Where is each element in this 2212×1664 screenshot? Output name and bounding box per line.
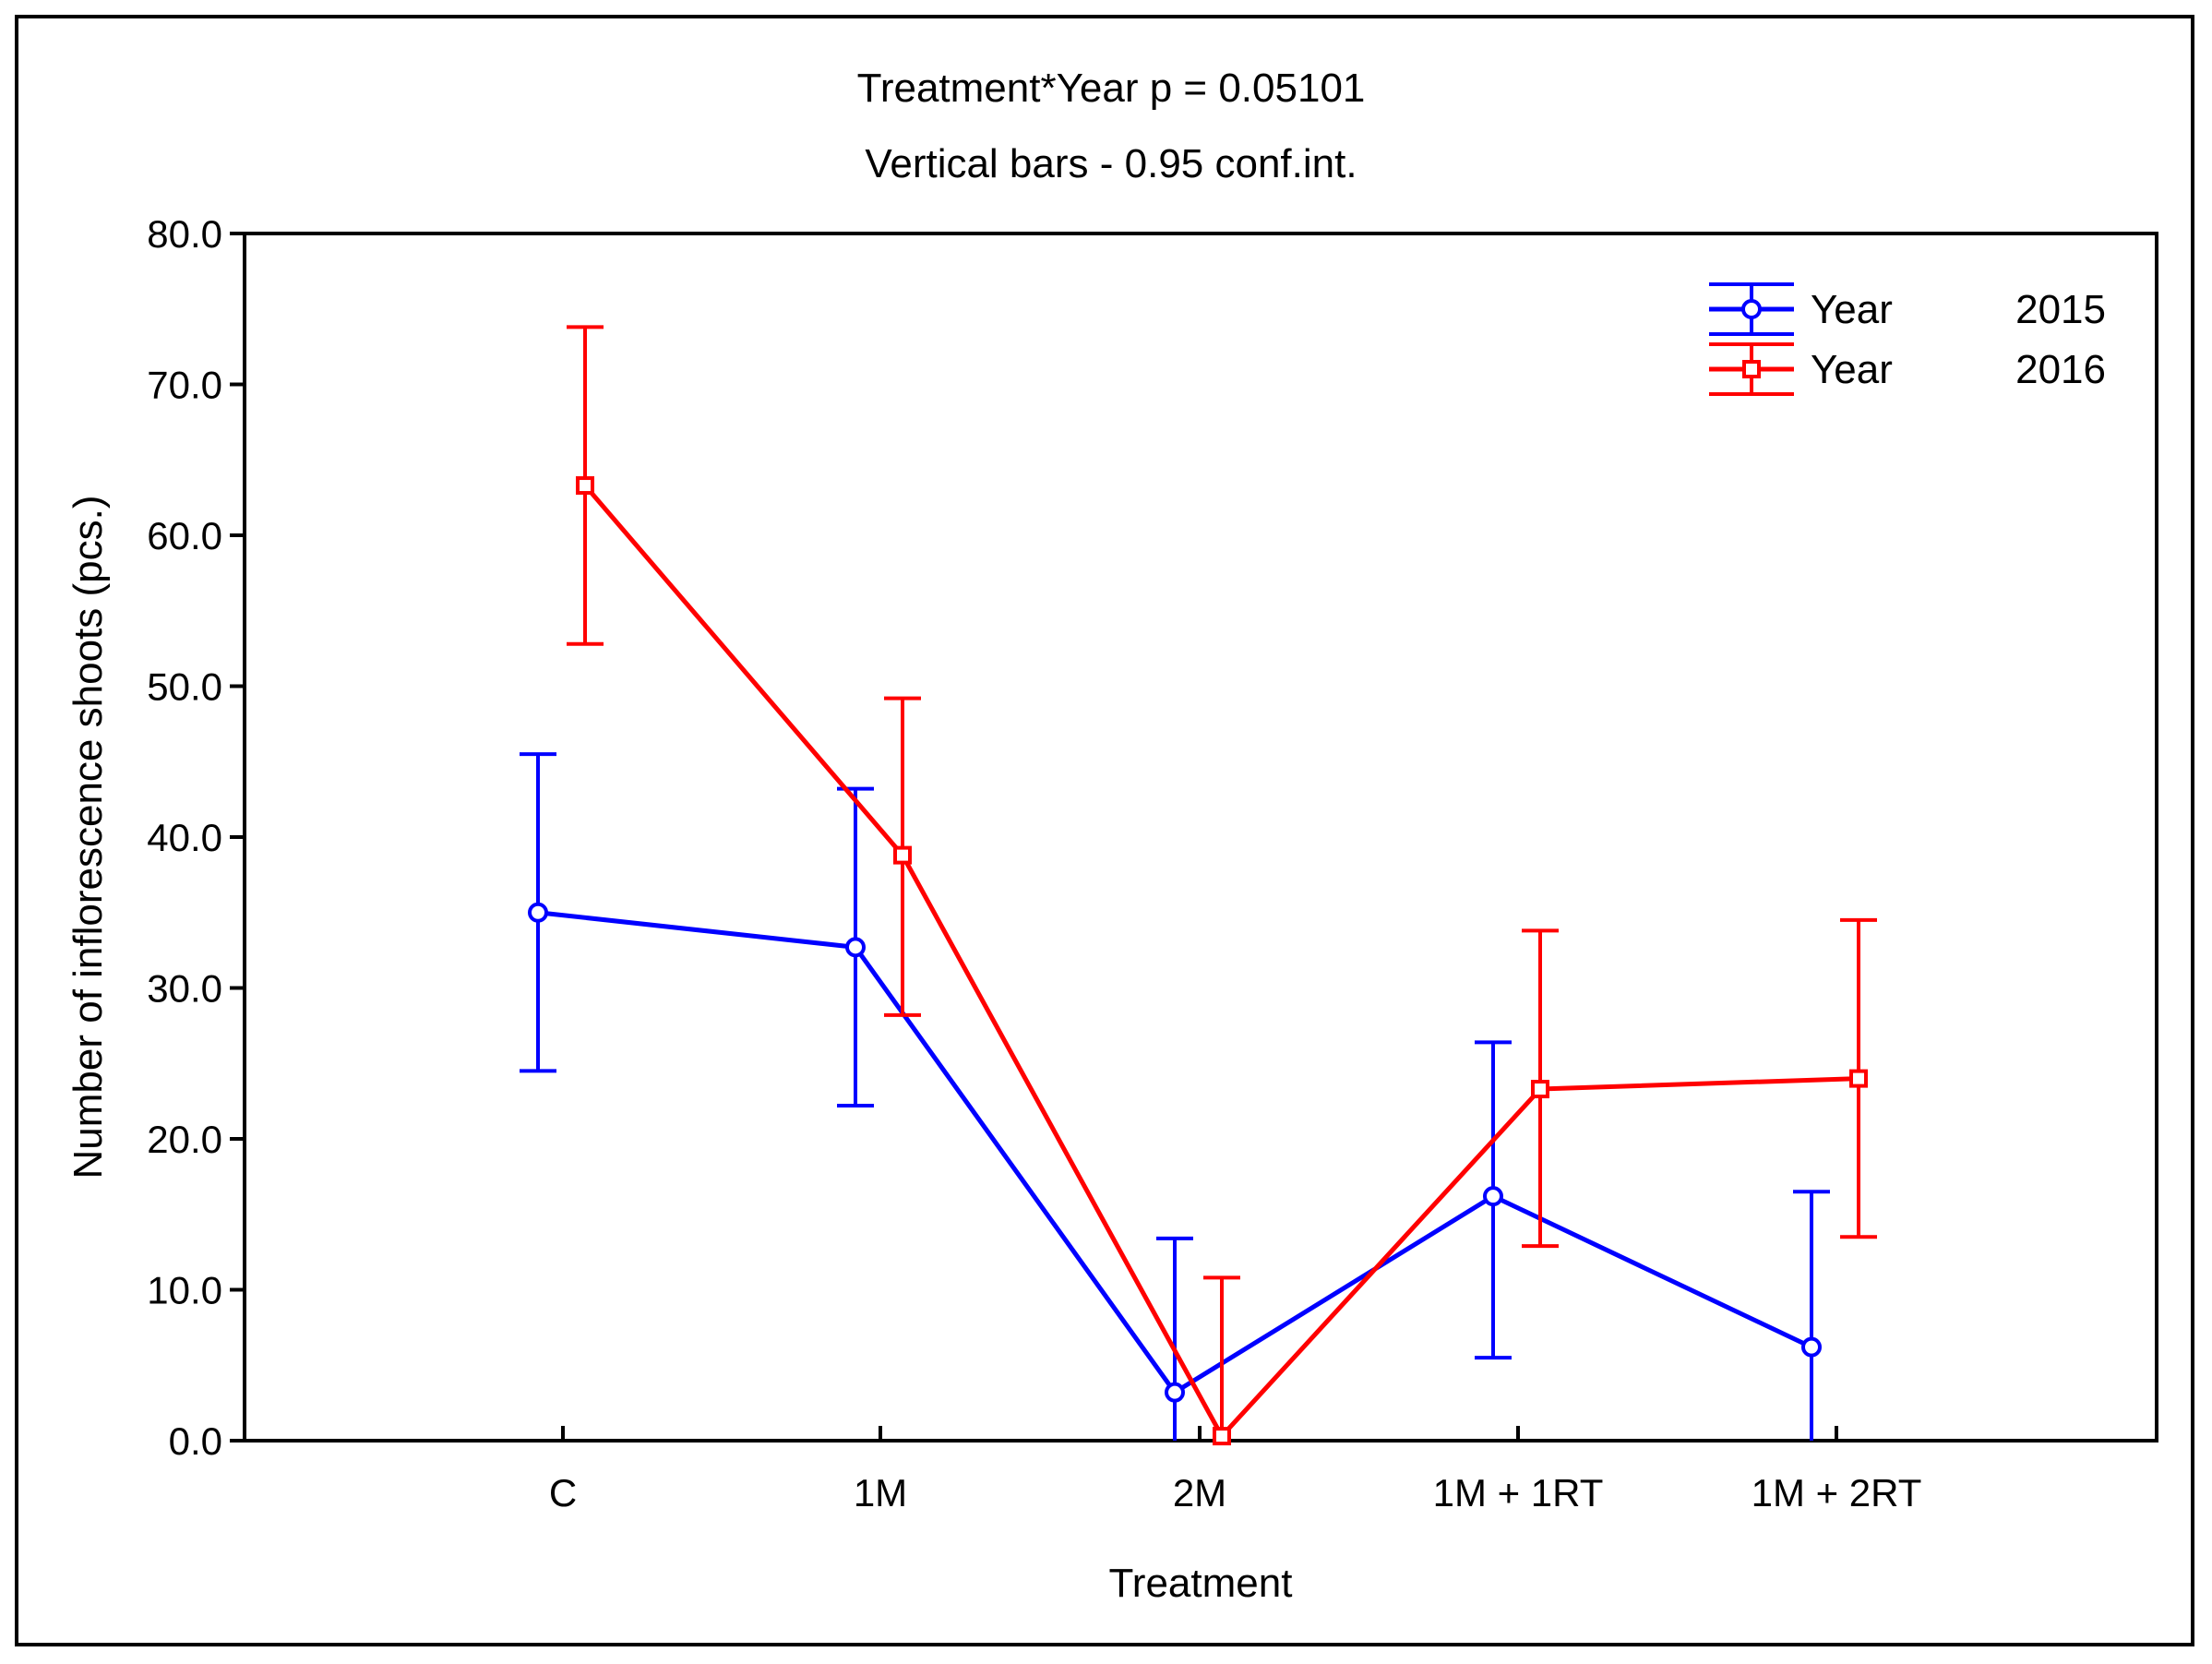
legend-year: 2015 <box>2015 287 2106 332</box>
x-axis-label: Treatment <box>1109 1561 1293 1606</box>
y-tick-label: 50.0 <box>147 665 222 709</box>
series-2015 <box>520 752 1830 1441</box>
legend-marker <box>1741 299 1762 319</box>
data-point <box>1849 1069 1868 1088</box>
legend: Year 2015 Year 2016 <box>1709 282 2106 396</box>
x-tick-label: 1M + 1RT <box>1433 1471 1604 1514</box>
chart-frame <box>15 15 2194 1646</box>
x-tick-label: 1M + 2RT <box>1752 1471 1922 1514</box>
series-2016 <box>567 325 1877 1446</box>
data-point <box>1483 1186 1503 1207</box>
data-point <box>528 902 548 923</box>
y-tick-label: 20.0 <box>147 1118 222 1161</box>
data-point <box>845 937 866 958</box>
y-axis: 0.0 10.0 20.0 30.0 40.0 50.0 60.0 70.0 80.0 <box>147 212 245 1463</box>
y-tick-label: 10.0 <box>147 1269 222 1312</box>
x-tick-label: 2M <box>1173 1471 1226 1514</box>
plot-area <box>243 232 2158 1443</box>
y-tick-label: 80.0 <box>147 212 222 256</box>
data-point <box>1801 1336 1822 1358</box>
chart-subtitle: Vertical bars - 0.95 conf.int. <box>865 141 1357 186</box>
x-axis: C 1M 2M 1M + 1RT 1M + 2RT <box>549 1426 1922 1514</box>
data-point <box>1531 1080 1549 1099</box>
legend-entry-2015: Year 2015 <box>1709 282 2106 336</box>
y-tick-label: 40.0 <box>147 816 222 859</box>
legend-year: 2016 <box>2015 347 2106 392</box>
legend-marker <box>1742 360 1761 378</box>
series-layer <box>520 325 1877 1446</box>
legend-label: Year <box>1811 347 1893 392</box>
legend-entry-2016: Year 2016 <box>1709 342 2106 396</box>
y-axis-label: Number of inflorescence shoots (pcs.) <box>66 496 111 1179</box>
legend-label: Year <box>1811 287 1893 332</box>
chart-title: Treatment*Year p = 0.05101 <box>857 66 1366 111</box>
data-point <box>1165 1382 1185 1403</box>
data-point <box>1213 1427 1231 1446</box>
data-point <box>576 476 594 496</box>
data-point <box>893 845 912 865</box>
y-tick-label: 70.0 <box>147 364 222 407</box>
x-tick-label: C <box>549 1471 577 1514</box>
y-tick-label: 60.0 <box>147 514 222 557</box>
x-tick-label: 1M <box>854 1471 907 1514</box>
y-tick-label: 30.0 <box>147 967 222 1011</box>
y-tick-label: 0.0 <box>169 1419 222 1463</box>
